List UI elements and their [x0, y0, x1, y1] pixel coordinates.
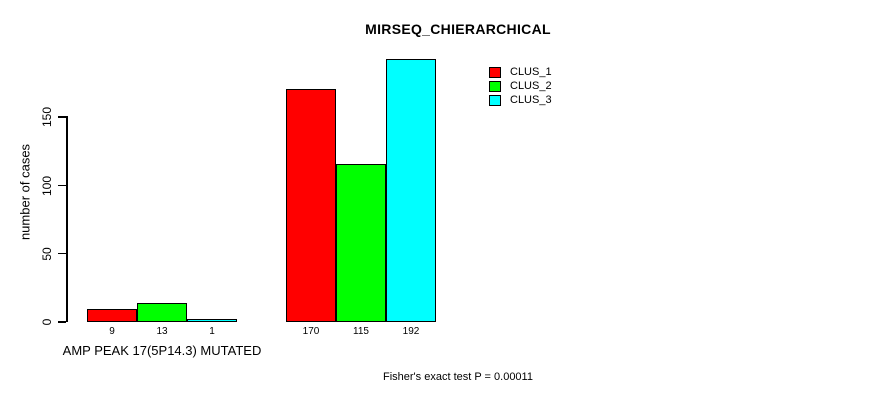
legend-label: CLUS_1 — [510, 66, 552, 78]
bar-clus_3-group2 — [386, 58, 436, 322]
fisher-test-annotation: Fisher's exact test P = 0.00011 — [383, 371, 533, 383]
y-axis-tick-label: 50 — [40, 247, 54, 261]
chart-title: MIRSEQ_CHIERARCHICAL — [365, 21, 551, 37]
bar-clus_2-group1 — [137, 303, 187, 322]
bar-value-label: 13 — [156, 326, 168, 337]
legend-row-clus_1: CLUS_1 — [489, 65, 552, 79]
bar-clus_1-group1 — [87, 308, 137, 322]
y-axis-tick — [58, 321, 66, 323]
legend-row-clus_2: CLUS_2 — [489, 79, 552, 93]
bar-value-label: 192 — [402, 326, 420, 337]
bar-value-label: 170 — [302, 326, 320, 337]
legend-label: CLUS_3 — [510, 94, 552, 106]
legend: CLUS_1 CLUS_2 CLUS_3 — [489, 65, 552, 107]
y-axis-tick — [58, 184, 66, 186]
bar-clus_3-group1 — [187, 319, 237, 322]
y-axis-tick-label: 0 — [40, 318, 54, 326]
legend-swatch-icon — [489, 66, 501, 78]
legend-label: CLUS_2 — [510, 80, 552, 92]
bar-clus_2-group2 — [336, 164, 386, 322]
legend-swatch-icon — [489, 94, 501, 106]
legend-swatch-icon — [489, 80, 501, 92]
y-axis-tick — [58, 252, 66, 255]
bar-value-label: 1 — [209, 326, 215, 337]
y-axis-tick-label: 100 — [40, 175, 54, 196]
bar-value-label: 9 — [109, 326, 115, 337]
bar-clus_1-group2 — [286, 88, 336, 322]
legend-row-clus_3: CLUS_3 — [489, 93, 552, 107]
y-axis-line — [66, 116, 68, 322]
bar-value-label: 115 — [353, 326, 369, 337]
y-axis-tick-label: 150 — [40, 107, 54, 128]
y-axis-tick — [58, 116, 66, 118]
y-axis-label: number of cases — [17, 143, 33, 241]
group-category-label: AMP PEAK 17(5P14.3) MUTATED — [62, 343, 262, 358]
